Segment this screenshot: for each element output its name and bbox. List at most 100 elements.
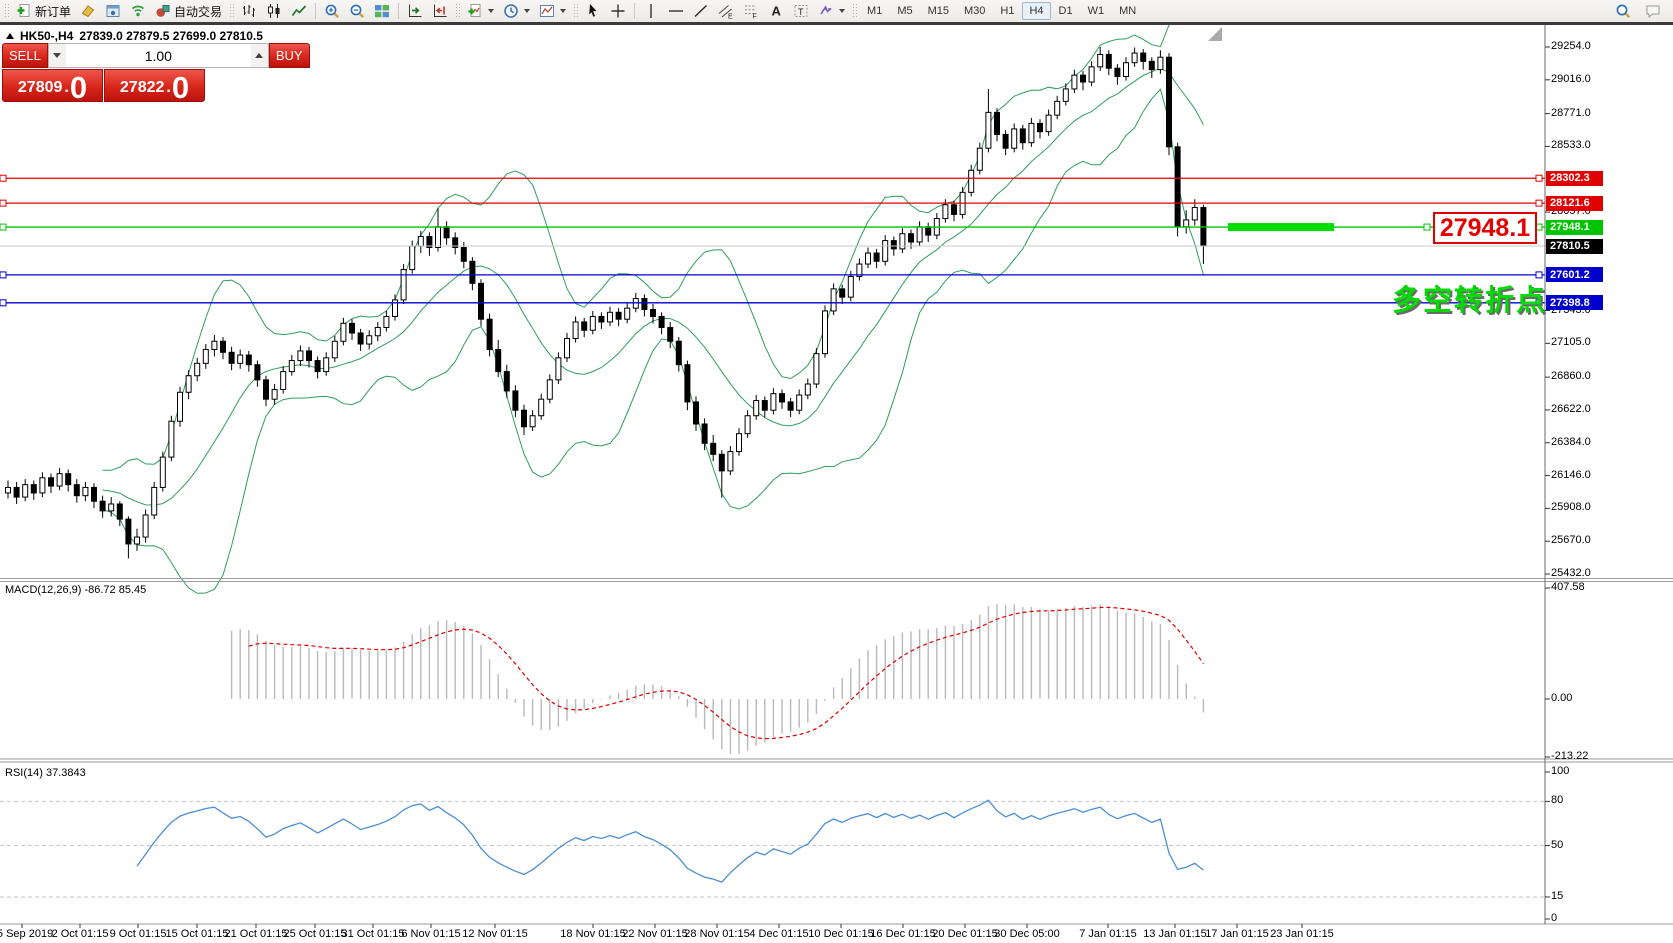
volume-input[interactable]: [65, 44, 251, 67]
toolbar-separator: [315, 3, 317, 19]
time-tick-label: 16 Dec 01:15: [870, 928, 936, 940]
volume-increase-button[interactable]: [250, 44, 268, 67]
search-button[interactable]: [1611, 1, 1635, 21]
time-tick-label: 22 Nov 01:15: [622, 928, 688, 940]
horizontal-level-lines[interactable]: [0, 174, 1545, 307]
arrows-button[interactable]: [814, 1, 849, 21]
volume-decrease-button[interactable]: [48, 44, 66, 67]
macd-tick-label: 407.58: [1551, 581, 1585, 593]
timeframe-h4-button[interactable]: H4: [1022, 2, 1051, 20]
symbol-period-label: HK50-,H4: [20, 29, 74, 43]
equidistant-channel-button[interactable]: E: [714, 1, 738, 21]
macd-indicator-label: MACD(12,26,9) -86.72 85.45: [5, 584, 147, 596]
crosshair-icon: [611, 4, 625, 18]
svg-text:T: T: [798, 7, 804, 17]
candlestick-chart-button[interactable]: [262, 1, 286, 21]
zoom-in-button[interactable]: [320, 1, 344, 21]
level-price-chip: 27948.1: [1546, 219, 1603, 235]
market-watch-icon: [106, 5, 120, 17]
price-tick-label: 27105.0: [1551, 336, 1591, 349]
symbol-header[interactable]: HK50-,H4 27839.0 27879.5 27699.0 27810.5: [6, 29, 263, 43]
chat-button[interactable]: [1641, 1, 1665, 21]
time-tick-label: 31 Oct 01:15: [341, 928, 405, 940]
text-label-button[interactable]: T: [789, 1, 813, 21]
chart-shift-icon: [434, 4, 447, 17]
timeframe-m5-button[interactable]: M5: [890, 2, 919, 20]
time-tick-label: 4 Dec 01:15: [749, 928, 809, 940]
trendline-button[interactable]: [689, 1, 713, 21]
tile-windows-icon: [375, 5, 390, 18]
line-chart-icon: [291, 5, 307, 16]
buy-price-big-digit: 0: [171, 69, 190, 105]
fibonacci-button[interactable]: F: [739, 1, 763, 21]
price-tick-label: 28533.0: [1551, 139, 1591, 152]
market-watch-button[interactable]: [101, 1, 125, 21]
timeframe-d1-button[interactable]: D1: [1052, 2, 1080, 20]
templates-button[interactable]: [535, 1, 570, 21]
chevron-up-icon: [255, 53, 264, 58]
buy-button[interactable]: BUY: [268, 43, 310, 68]
sell-button[interactable]: SELL: [2, 43, 48, 68]
timeframe-m15-button[interactable]: M15: [921, 2, 956, 20]
bar-chart-icon: [243, 5, 256, 17]
cursor-button[interactable]: [581, 1, 605, 21]
candles: [5, 46, 1207, 559]
timeframe-h1-button[interactable]: H1: [993, 2, 1021, 20]
price-tick-label: 25908.0: [1551, 501, 1591, 514]
turning-point-annotation[interactable]: 多空转折点: [1392, 285, 1548, 317]
crosshair-button[interactable]: [606, 1, 630, 21]
support-zone-bar[interactable]: [1228, 223, 1334, 232]
time-tick-label: 28 Nov 01:15: [684, 928, 750, 940]
indicators-button[interactable]: [463, 1, 498, 21]
toolbar-grip: [455, 3, 461, 19]
price-tick-label: 26384.0: [1551, 435, 1591, 448]
dropdown-caret-icon: [839, 9, 846, 13]
bar-ohlc-label: 27839.0 27879.5 27699.0 27810.5: [79, 29, 263, 43]
price-chart-canvas[interactable]: [0, 25, 1673, 943]
zoom-out-button[interactable]: [345, 1, 369, 21]
candlestick-icon: [268, 4, 280, 18]
time-tick-label: 6 Nov 01:15: [401, 928, 461, 940]
buy-price-main: 27822: [119, 79, 165, 96]
time-tick-label: 10 Dec 01:15: [808, 928, 874, 940]
time-tick-label: 15 Oct 01:15: [165, 928, 229, 940]
hline-icon: [669, 10, 684, 12]
vertical-line-button[interactable]: [639, 1, 663, 21]
autotrading-button[interactable]: 自动交易: [151, 1, 226, 21]
chart-shift-marker[interactable]: [1208, 27, 1222, 41]
toolbar-right-group: [1611, 1, 1671, 21]
buy-price-dot: .: [166, 79, 171, 96]
signals-button[interactable]: [126, 1, 150, 21]
time-tick-label: 2 Oct 01:15: [51, 928, 109, 940]
buy-price-display[interactable]: 27822 . 0: [104, 69, 205, 105]
periods-button[interactable]: [499, 1, 534, 21]
chart-window-button[interactable]: [76, 1, 100, 21]
horizontal-line-button[interactable]: [664, 1, 688, 21]
toolbar-grip: [4, 3, 9, 19]
tile-windows-button[interactable]: [370, 1, 394, 21]
toolbar-separator: [634, 3, 636, 19]
bar-chart-button[interactable]: [237, 1, 261, 21]
timeframe-w1-button[interactable]: W1: [1081, 2, 1112, 20]
dropdown-caret-icon: [524, 9, 531, 13]
line-chart-button[interactable]: [287, 1, 311, 21]
sell-price-display[interactable]: 27809 . 0: [2, 69, 103, 103]
timeframe-m1-button[interactable]: M1: [860, 2, 889, 20]
timeframe-mn-button[interactable]: MN: [1112, 2, 1143, 20]
price-tick-label: 26860.0: [1551, 370, 1591, 383]
time-tick-label: 25 Sep 2019: [0, 928, 54, 940]
rsi-line: [136, 799, 1204, 883]
dropdown-caret-icon: [488, 9, 495, 13]
chart-window: HK50-,H4 27839.0 27879.5 27699.0 27810.5…: [0, 25, 1673, 943]
level-price-chip: 28121.6: [1546, 195, 1603, 211]
timeframe-m30-button[interactable]: M30: [957, 2, 992, 20]
rsi-tick-label: 50: [1551, 838, 1564, 851]
collapse-panel-icon[interactable]: [6, 33, 14, 39]
channel-icon: E: [718, 5, 733, 19]
auto-scroll-button[interactable]: [403, 1, 427, 21]
new-order-button[interactable]: 新订单: [12, 1, 75, 21]
price-annotation-box[interactable]: 27948.1: [1433, 212, 1537, 244]
chart-shift-button[interactable]: [428, 1, 452, 21]
text-button[interactable]: A: [764, 1, 788, 21]
